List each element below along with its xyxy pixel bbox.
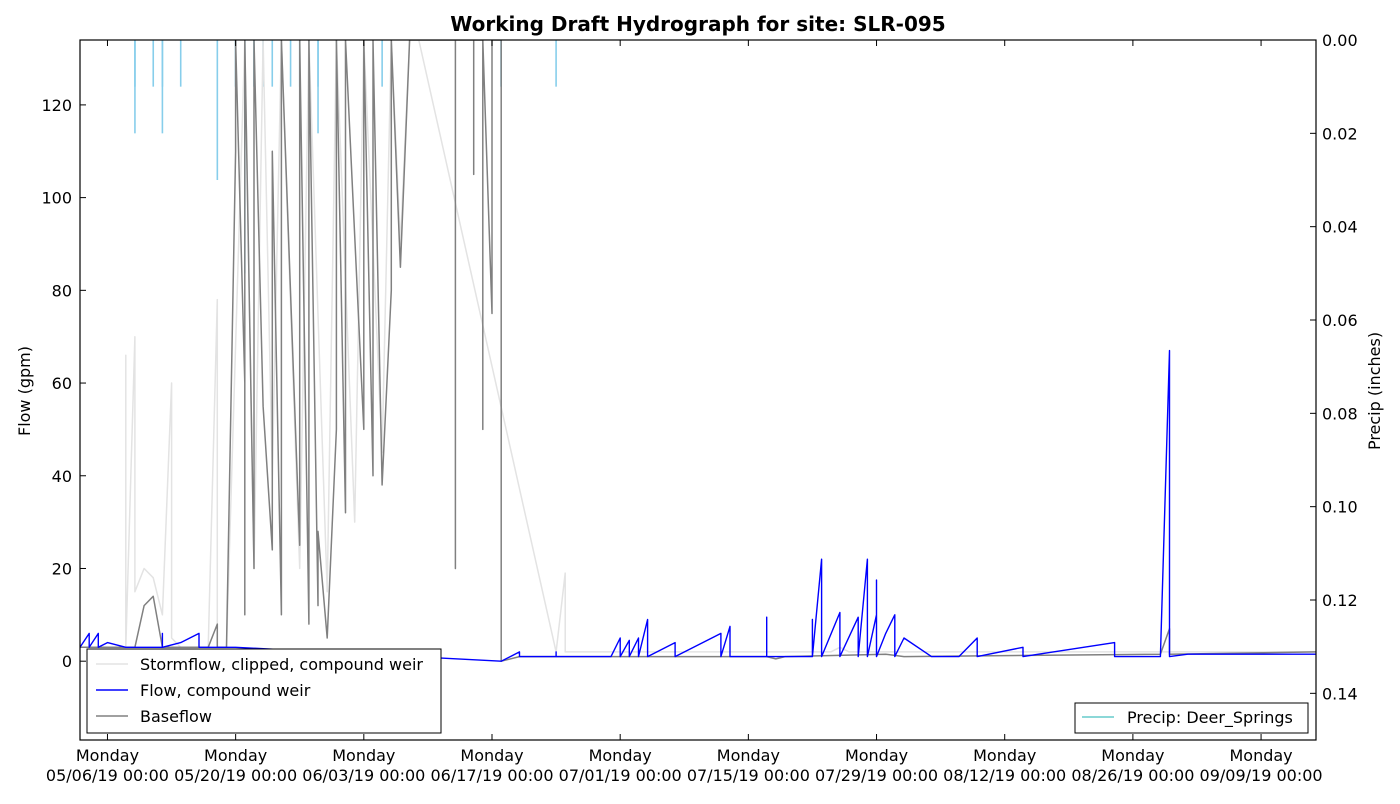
legend-precip: Precip: Deer_Springs bbox=[1074, 702, 1309, 734]
y2-axis-label: Precip (inches) bbox=[1365, 332, 1384, 450]
stormflow-line bbox=[80, 40, 1316, 653]
x-tick-label-day: Monday bbox=[845, 746, 908, 765]
x-tick-label-day: Monday bbox=[589, 746, 652, 765]
y2-tick-label: 0.06 bbox=[1322, 311, 1358, 330]
x-tick-label-date: 06/03/19 00:00 bbox=[302, 766, 425, 785]
x-tick-label-date: 08/12/19 00:00 bbox=[943, 766, 1066, 785]
x-tick-label-date: 08/26/19 00:00 bbox=[1071, 766, 1194, 785]
y-tick-label: 20 bbox=[52, 559, 72, 578]
x-tick-label-day: Monday bbox=[460, 746, 523, 765]
x-tick-label-date: 05/06/19 00:00 bbox=[46, 766, 169, 785]
chart-title: Working Draft Hydrograph for site: SLR-0… bbox=[450, 12, 945, 36]
y-axis-ticks: 0 20 40 60 80 100 120 bbox=[41, 96, 86, 671]
legend-label-stormflow: Stormflow, clipped, compound weir bbox=[140, 655, 423, 674]
y2-tick-label: 0.14 bbox=[1322, 684, 1358, 703]
x-tick-label-day: Monday bbox=[717, 746, 780, 765]
x-tick-label-date: 07/29/19 00:00 bbox=[815, 766, 938, 785]
y2-tick-label: 0.12 bbox=[1322, 591, 1358, 610]
legend-label-baseflow: Baseflow bbox=[140, 707, 212, 726]
y-tick-label: 40 bbox=[52, 467, 72, 486]
x-tick-label-day: Monday bbox=[1229, 746, 1292, 765]
baseflow-line bbox=[80, 40, 1316, 662]
legend-main-box bbox=[86, 648, 442, 734]
y-tick-label: 120 bbox=[41, 96, 72, 115]
y-tick-label: 0 bbox=[62, 652, 72, 671]
y2-axis-ticks: 0.00 0.02 0.04 0.06 0.08 0.10 0.12 0.14 bbox=[1310, 31, 1358, 703]
x-tick-label-day: Monday bbox=[1101, 746, 1164, 765]
x-tick-label-date: 07/01/19 00:00 bbox=[559, 766, 682, 785]
y-tick-label: 80 bbox=[52, 281, 72, 300]
legend-label-flow: Flow, compound weir bbox=[140, 681, 311, 700]
plot-area bbox=[80, 40, 1316, 662]
legend-main: Stormflow, clipped, compound weir Flow, … bbox=[86, 648, 442, 734]
y2-tick-label: 0.00 bbox=[1322, 31, 1358, 50]
y-tick-label: 60 bbox=[52, 374, 72, 393]
y2-tick-label: 0.08 bbox=[1322, 404, 1358, 423]
legend-precip-box bbox=[1074, 702, 1309, 734]
flow-line bbox=[80, 349, 1316, 662]
x-tick-label-day: Monday bbox=[204, 746, 267, 765]
plot-frame bbox=[79, 39, 1317, 741]
x-tick-label-day: Monday bbox=[332, 746, 395, 765]
legend-label-precip: Precip: Deer_Springs bbox=[1127, 708, 1293, 728]
y-axis-label: Flow (gpm) bbox=[15, 346, 34, 436]
y2-tick-label: 0.04 bbox=[1322, 218, 1358, 237]
x-tick-label-date: 07/15/19 00:00 bbox=[687, 766, 810, 785]
x-tick-label-day: Monday bbox=[973, 746, 1036, 765]
y-tick-label: 100 bbox=[41, 189, 72, 208]
x-tick-label-date: 06/17/19 00:00 bbox=[430, 766, 553, 785]
flow-series bbox=[80, 349, 1316, 662]
x-tick-label-date: 09/09/19 00:00 bbox=[1200, 766, 1323, 785]
baseflow-series bbox=[80, 40, 1316, 662]
stormflow-series bbox=[80, 40, 1316, 653]
y2-tick-label: 0.02 bbox=[1322, 124, 1358, 143]
x-tick-label-date: 05/20/19 00:00 bbox=[174, 766, 297, 785]
y2-tick-label: 0.10 bbox=[1322, 498, 1358, 517]
x-tick-label-day: Monday bbox=[76, 746, 139, 765]
